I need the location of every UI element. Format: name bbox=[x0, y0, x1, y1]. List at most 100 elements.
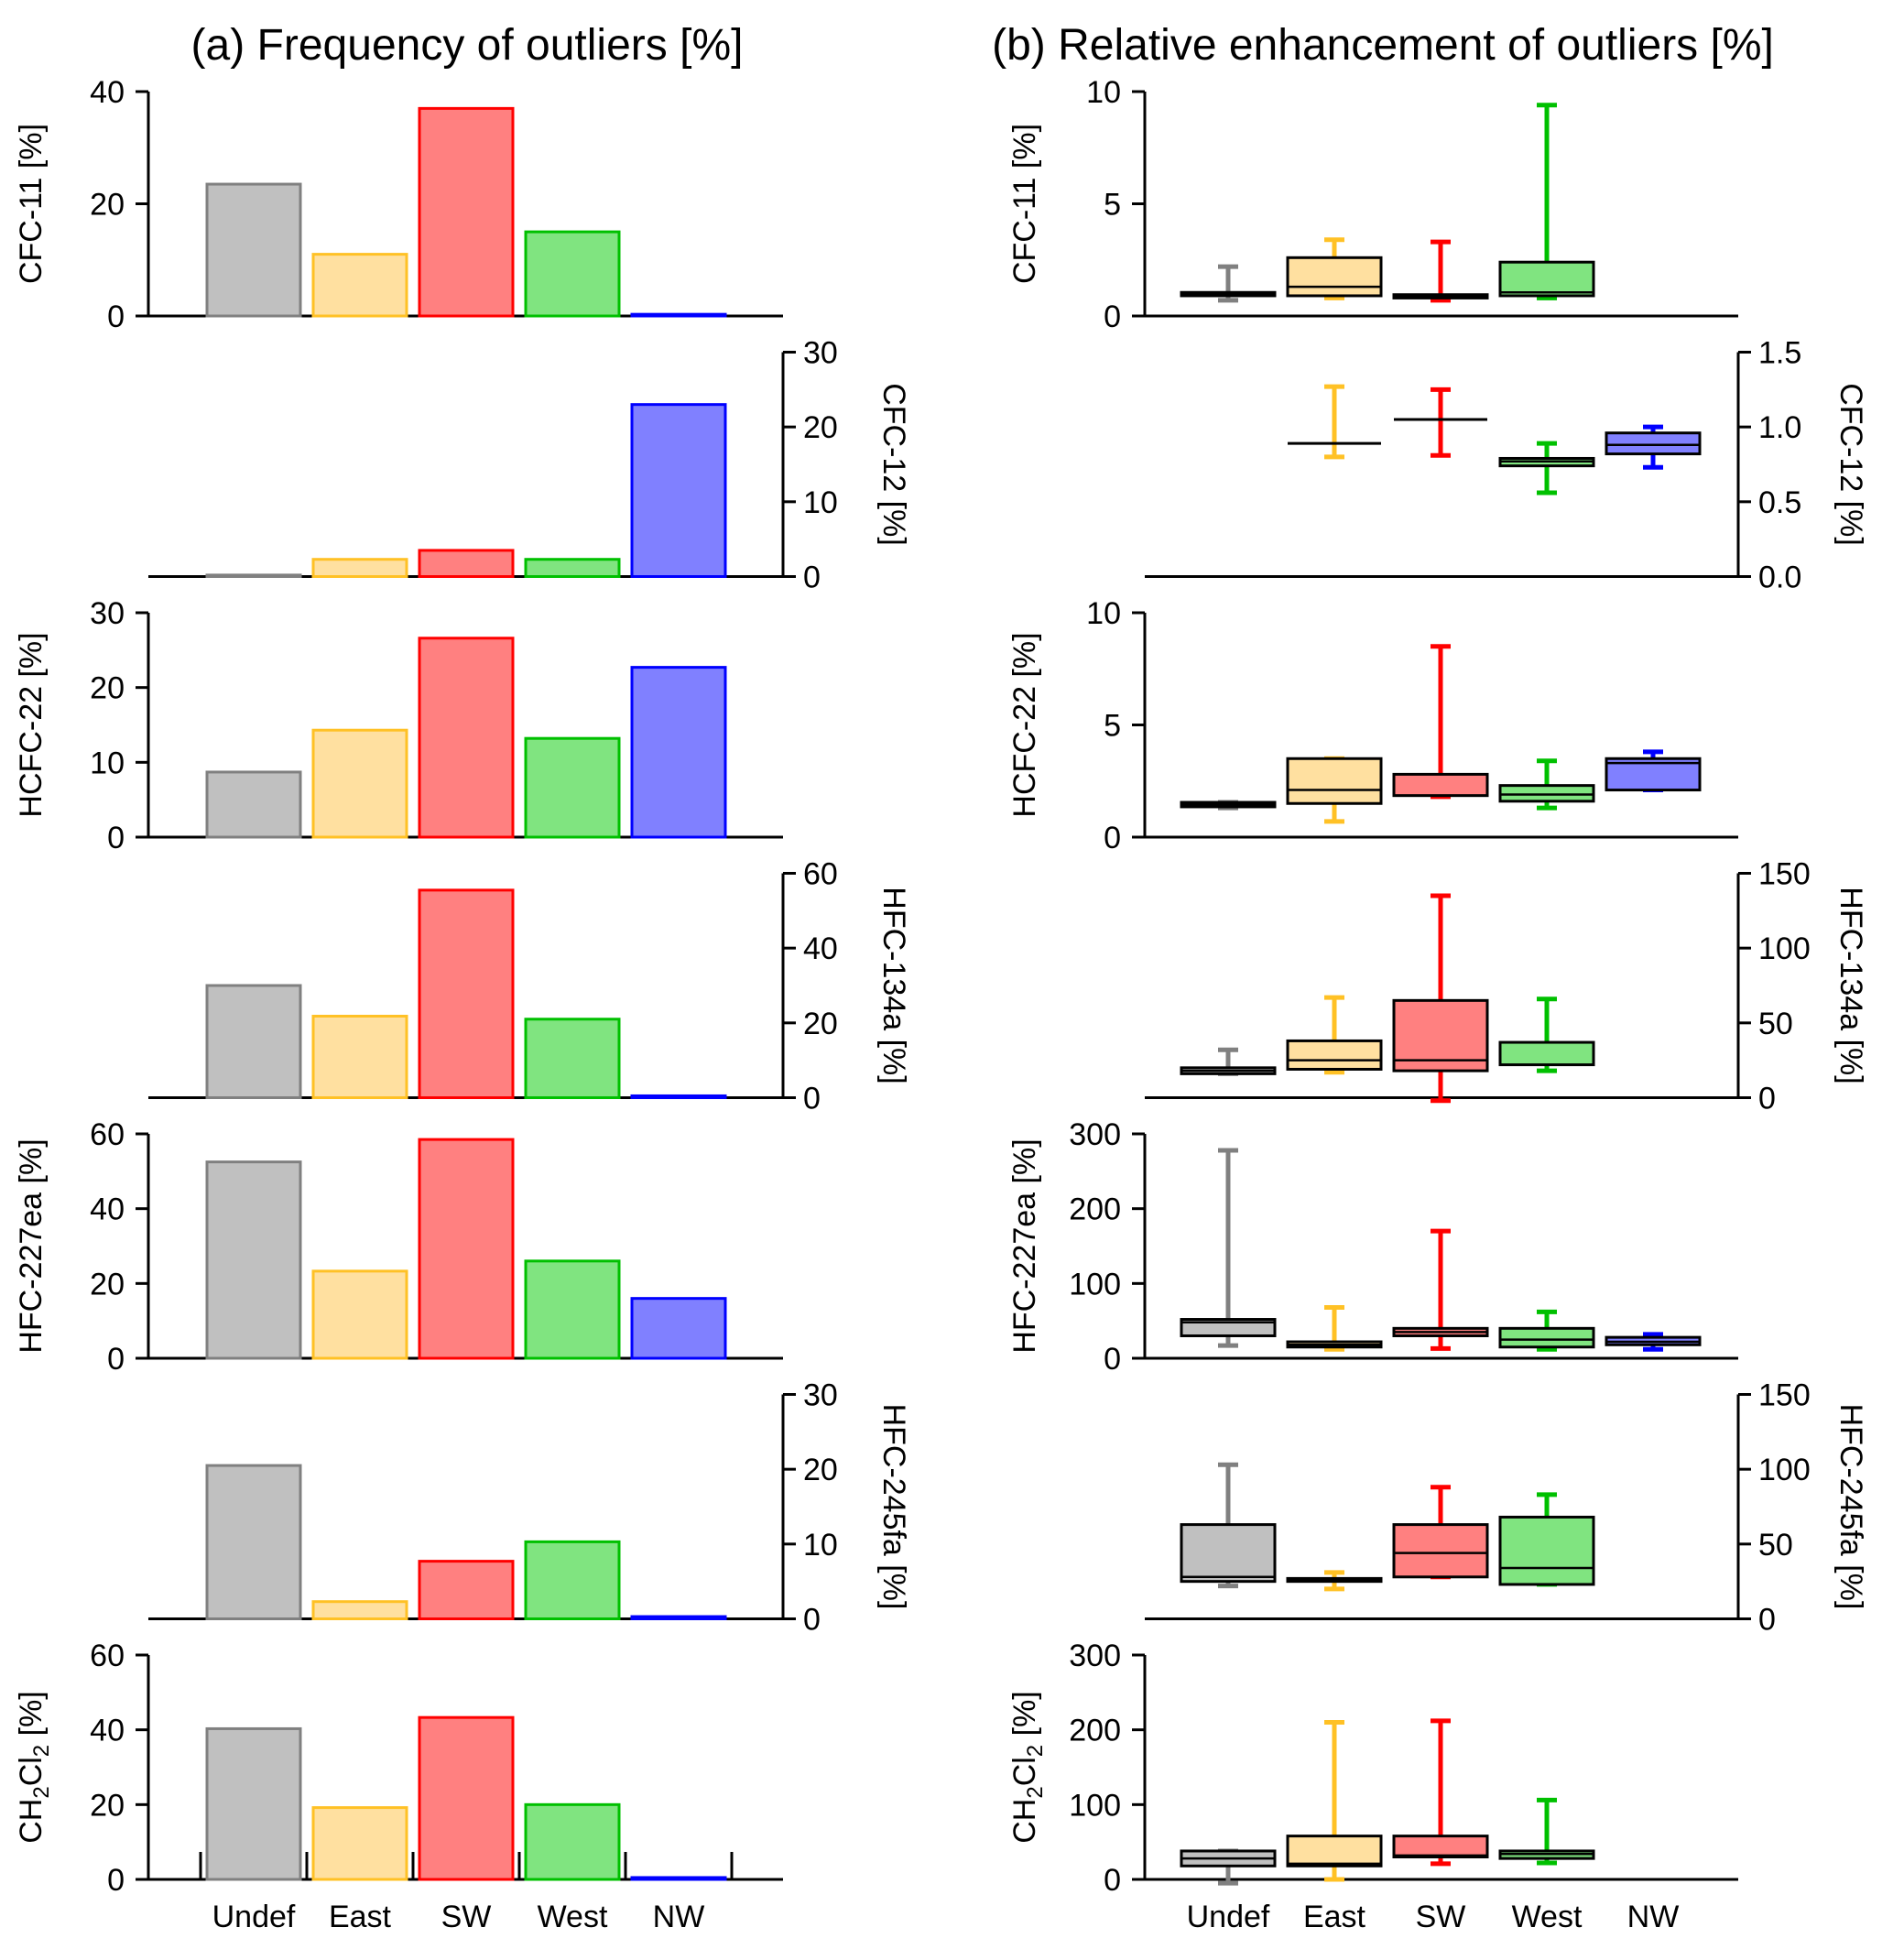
y-tick-label-b-3: 0 bbox=[1758, 1082, 1776, 1116]
y-tick-label-b-0: 10 bbox=[1086, 75, 1121, 110]
x-tick-label-a-undef: Undef bbox=[212, 1900, 296, 1934]
y-tick-label-b-5: 150 bbox=[1758, 1378, 1811, 1413]
x-tick-label-b-undef: Undef bbox=[1187, 1900, 1270, 1934]
bar-hfc-134a-nw bbox=[630, 1094, 727, 1100]
x-tick-label-b-east: East bbox=[1303, 1900, 1366, 1934]
y-axis-label-b-3: HFC-134a [%] bbox=[1833, 887, 1868, 1083]
y-tick-label-a-6: 40 bbox=[90, 1714, 125, 1748]
y-tick-label-a-0: 0 bbox=[107, 299, 125, 334]
box-hcfc-22-sw bbox=[1392, 772, 1489, 798]
y-axis-label-a-1: CFC-12 [%] bbox=[876, 383, 911, 546]
y-tick-label-a-2: 10 bbox=[90, 746, 125, 780]
y-axis-label-b-4: HFC-227ea [%] bbox=[1007, 1138, 1042, 1353]
y-tick-label-a-4: 20 bbox=[90, 1267, 125, 1301]
y-tick-label-a-1: 10 bbox=[803, 485, 838, 520]
bar-cfc-11-undef bbox=[205, 182, 302, 318]
bar-ch2cl2-nw bbox=[630, 1876, 727, 1881]
y-tick-label-a-2: 20 bbox=[90, 671, 125, 706]
bar-ch2cl2-west bbox=[524, 1802, 621, 1881]
y-tick-label-b-6: 0 bbox=[1104, 1863, 1121, 1898]
y-tick-label-b-3: 100 bbox=[1758, 931, 1811, 966]
bar-ch2cl2-sw bbox=[418, 1715, 515, 1881]
y-tick-label-b-2: 10 bbox=[1086, 596, 1121, 631]
box-cfc-11-west bbox=[1498, 260, 1595, 298]
y-axis-label-a-5: HFC-245fa [%] bbox=[876, 1404, 911, 1610]
y-tick-label-a-5: 30 bbox=[803, 1378, 838, 1413]
y-tick-label-b-6: 100 bbox=[1069, 1788, 1121, 1823]
bar-hcfc-22-sw bbox=[418, 637, 515, 839]
y-tick-label-b-4: 300 bbox=[1069, 1117, 1121, 1152]
y-tick-label-a-4: 0 bbox=[107, 1342, 125, 1377]
y-tick-label-a-3: 0 bbox=[803, 1082, 821, 1116]
y-tick-label-b-6: 200 bbox=[1069, 1714, 1121, 1748]
enhancement-chart: 0 5 10 CFC-11 [%] 0.0 0.5 1.0 1.5 CFC-12 [%] 0 5 10… bbox=[1007, 75, 1868, 1934]
y-axis-label-b-2: HCFC-22 [%] bbox=[1007, 632, 1042, 817]
y-tick-label-b-0: 5 bbox=[1104, 188, 1121, 223]
box-hfc-134a-west bbox=[1498, 1040, 1595, 1067]
y-tick-label-b-1: 0.0 bbox=[1758, 561, 1801, 595]
y-tick-label-b-2: 0 bbox=[1104, 821, 1121, 855]
bar-hfc-245fa-nw bbox=[630, 1615, 727, 1621]
bar-hfc-227ea-undef bbox=[205, 1160, 302, 1360]
x-tick-label-a-east: East bbox=[329, 1900, 392, 1934]
bar-hfc-245fa-sw bbox=[418, 1560, 515, 1621]
bar-ch2cl2-undef bbox=[205, 1726, 302, 1881]
y-axis-label-b-5: HFC-245fa [%] bbox=[1833, 1404, 1868, 1610]
y-tick-label-b-3: 50 bbox=[1758, 1007, 1793, 1041]
y-axis-label-b-0: CFC-11 [%] bbox=[1007, 124, 1042, 284]
bar-hfc-245fa-west bbox=[524, 1540, 621, 1620]
x-tick-label-b-west: West bbox=[1512, 1900, 1583, 1934]
y-tick-label-b-4: 200 bbox=[1069, 1192, 1121, 1227]
bar-cfc-11-west bbox=[524, 230, 621, 318]
bar-hfc-134a-undef bbox=[205, 984, 302, 1099]
box-ch2cl2-east bbox=[1286, 1835, 1383, 1867]
x-tick-label-a-nw: NW bbox=[653, 1900, 705, 1934]
y-tick-label-a-5: 20 bbox=[803, 1453, 838, 1487]
y-tick-label-b-1: 1.0 bbox=[1758, 410, 1801, 445]
panel-a-title: (a) Frequency of outliers [%] bbox=[191, 21, 744, 70]
y-tick-label-a-2: 0 bbox=[107, 821, 125, 855]
bar-hfc-134a-east bbox=[311, 1014, 408, 1099]
bar-hcfc-22-west bbox=[524, 736, 621, 839]
box-hfc-245fa-undef bbox=[1180, 1523, 1277, 1584]
bar-hfc-227ea-west bbox=[524, 1259, 621, 1360]
bar-cfc-12-west bbox=[524, 558, 621, 579]
box-ch2cl2-sw bbox=[1392, 1835, 1489, 1858]
y-tick-label-b-1: 0.5 bbox=[1758, 485, 1801, 520]
y-tick-label-b-4: 100 bbox=[1069, 1267, 1121, 1301]
y-tick-label-b-1: 1.5 bbox=[1758, 336, 1801, 371]
box-cfc-12-nw bbox=[1605, 431, 1702, 456]
bar-hcfc-22-east bbox=[311, 728, 408, 839]
x-tick-label-a-west: West bbox=[538, 1900, 608, 1934]
bar-cfc-12-nw bbox=[630, 403, 727, 578]
box-cfc-11-east bbox=[1286, 256, 1383, 298]
x-tick-label-a-sw: SW bbox=[441, 1900, 492, 1934]
y-tick-label-a-1: 20 bbox=[803, 410, 838, 445]
bar-cfc-12-undef bbox=[205, 573, 302, 578]
box-hfc-227ea-west bbox=[1498, 1326, 1595, 1349]
y-tick-label-a-4: 40 bbox=[90, 1192, 125, 1227]
bar-hfc-245fa-undef bbox=[205, 1464, 302, 1621]
panel-b-title: (b) Relative enhancement of outliers [%] bbox=[992, 21, 1774, 70]
x-tick-label-b-sw: SW bbox=[1416, 1900, 1466, 1934]
y-tick-label-b-2: 5 bbox=[1104, 709, 1121, 744]
box-hfc-245fa-sw bbox=[1392, 1523, 1489, 1579]
frequency-chart: 0 20 40 CFC-11 [%] 0 10 20 30 CFC-12 [%] 0 10 20 30 H… bbox=[14, 75, 911, 1934]
y-axis-label-a-0: CFC-11 [%] bbox=[14, 124, 49, 284]
bar-hcfc-22-nw bbox=[630, 666, 727, 839]
y-tick-label-b-0: 0 bbox=[1104, 299, 1121, 334]
bar-hfc-227ea-east bbox=[311, 1269, 408, 1360]
y-tick-label-a-1: 30 bbox=[803, 336, 838, 371]
box-hfc-134a-east bbox=[1286, 1039, 1383, 1071]
y-tick-label-a-5: 10 bbox=[803, 1528, 838, 1563]
y-axis-label-a-4: HFC-227ea [%] bbox=[14, 1138, 49, 1353]
y-tick-label-b-4: 0 bbox=[1104, 1342, 1121, 1377]
bar-cfc-11-sw bbox=[418, 106, 515, 318]
y-tick-label-b-3: 150 bbox=[1758, 857, 1811, 892]
bar-cfc-12-sw bbox=[418, 549, 515, 579]
y-axis-label-a-2: HCFC-22 [%] bbox=[14, 632, 49, 817]
bar-hfc-227ea-sw bbox=[418, 1138, 515, 1360]
x-tick-label-b-nw: NW bbox=[1627, 1900, 1680, 1934]
y-tick-label-a-3: 20 bbox=[803, 1007, 838, 1041]
